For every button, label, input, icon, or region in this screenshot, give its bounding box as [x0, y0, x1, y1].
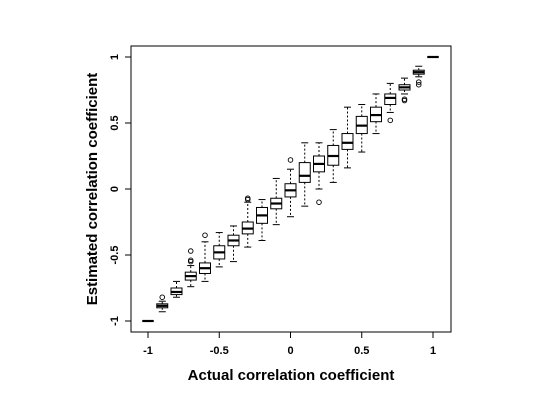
box: [156, 294, 169, 313]
box-body: [298, 162, 311, 183]
box: [213, 232, 226, 268]
box: [370, 93, 382, 135]
box: [199, 232, 211, 282]
x-tick-label: 0: [287, 345, 293, 357]
box: [241, 195, 254, 248]
y-axis: -1 -0.5 0 0.5 1: [109, 54, 131, 326]
x-axis: -1 -0.5 0 0.5 1: [143, 332, 436, 357]
box: [284, 157, 297, 218]
box-series: [142, 55, 439, 323]
outlier-point: [316, 199, 322, 205]
box-body: [384, 93, 397, 106]
x-tick-label: 1: [430, 345, 436, 357]
outlier-point: [187, 248, 194, 254]
box: [270, 177, 283, 226]
outlier-point: [244, 195, 251, 201]
box: [412, 65, 425, 88]
y-tick-label: -0.5: [109, 246, 121, 265]
y-axis-title: Estimated correlation coefficient: [84, 73, 101, 306]
outlier-point: [401, 96, 408, 102]
x-tick-label: -1: [143, 345, 153, 357]
box: [256, 199, 268, 241]
outlier-point: [202, 232, 208, 238]
box: [355, 104, 368, 153]
y-tick-label: 1: [109, 54, 121, 60]
outlier-point: [159, 294, 165, 300]
x-tick-label: 0.5: [354, 345, 369, 357]
box: [341, 106, 354, 169]
x-tick-label: -0.5: [210, 345, 229, 357]
box: [398, 77, 411, 104]
box: [327, 129, 340, 183]
box: [298, 142, 311, 207]
box: [184, 248, 197, 288]
outlier-point: [416, 81, 422, 88]
outlier-point: [416, 79, 422, 85]
y-tick-label: 0.5: [109, 115, 121, 130]
outlier-point: [287, 157, 294, 163]
y-tick-label: -1: [109, 316, 121, 326]
box-body: [341, 133, 354, 150]
outlier-point: [387, 117, 394, 124]
y-tick-label: 0: [109, 186, 121, 192]
box: [170, 280, 183, 298]
x-axis-title: Actual correlation coefficient: [188, 367, 395, 384]
box: [227, 225, 240, 263]
box: [313, 142, 325, 205]
box: [384, 82, 397, 124]
outlier-point: [187, 257, 194, 264]
